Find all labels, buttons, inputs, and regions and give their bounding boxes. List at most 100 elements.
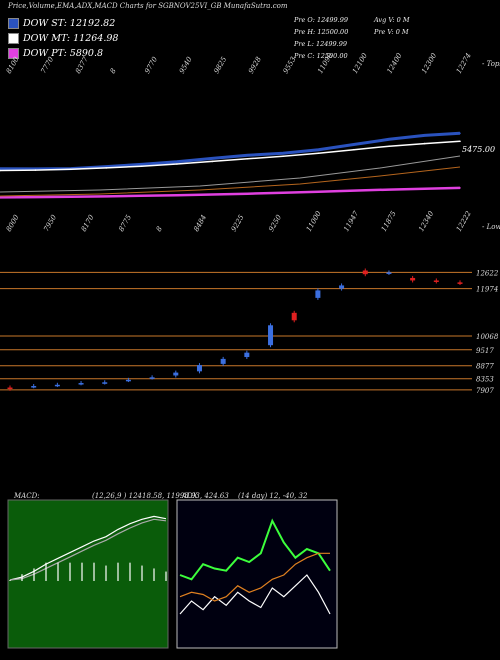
level-label: 10068 [476,333,499,341]
macd-histogram-bar [45,562,47,581]
macd-histogram-bar [9,580,11,581]
ema-point [282,155,284,157]
macd-histogram-bar [165,571,167,581]
ema-point [211,193,214,196]
axis-tick-label: 9250 [267,213,283,233]
candles [7,268,463,391]
axis-tick-label: 8100 [5,55,21,75]
axis-tick-label: 8377 [74,55,90,75]
adx-line-adx [179,574,331,615]
macd-histogram-bar [117,562,119,581]
macd-histogram-bar [81,562,83,581]
macd-histogram-bar [129,562,131,581]
ema-point [176,194,178,196]
candle-body [457,282,463,284]
ema-line-dow-mt [0,140,461,172]
ema-point [105,165,107,168]
macd-histogram-bar [57,562,59,581]
ema-point [353,148,355,151]
candle-body [102,382,108,384]
ema-point [0,168,1,170]
candle-body [244,352,250,358]
price-tag: 5475.00 [462,145,495,154]
legend-dow-mt: DOW MT: 11264.98 [8,33,118,44]
ema-lines [0,131,461,199]
candle-body [268,325,274,346]
candle-body [7,387,13,390]
axis-tick-label: 7770 [39,55,55,75]
axis-tick-label: 11000 [305,209,323,233]
stat-low: Pre L: 12499.99 [294,40,347,48]
ema-point [211,160,214,163]
axis-tick-label: 8775 [117,213,133,233]
ema-point [282,152,284,154]
ema-point [317,152,320,154]
ema-point [0,169,1,172]
ema-line-brown [0,166,461,197]
ema-point [246,192,249,195]
legend-label: DOW ST: 12192.82 [23,18,116,29]
candle-body [31,386,37,388]
ema-point [176,161,178,163]
swatch-magenta [8,48,19,59]
candle-body [125,379,131,382]
level-label: 8353 [476,376,494,384]
swatch-blue [8,18,19,29]
ema-point [246,158,249,160]
stats-left: Pre O: 12499.99 Pre H: 12500.00 Pre L: 1… [294,14,348,62]
adx-label: ADX [182,492,198,500]
axis-tick-label: 9770 [143,55,159,75]
candle-body [220,358,226,364]
ema-point [423,187,426,190]
candle-body [54,384,60,387]
ema-point [388,138,391,141]
ema-point [140,163,143,166]
axis-tick-label: 9540 [178,55,194,75]
legend-label: DOW MT: 11264.98 [23,33,119,44]
ema-point [388,145,391,147]
ema-point [353,189,355,192]
candle-body [196,365,202,372]
candle-body [315,290,321,298]
ema-point [70,196,72,198]
axis-tick-label: 8 [155,225,164,233]
candle-body [78,383,84,385]
ema-point [34,168,37,170]
ema-point [70,168,72,170]
ema-point [246,154,249,157]
ema-point [140,195,143,197]
level-lines: 12622 11974 10068 9517 8877 8353 7907 [0,269,499,395]
macd-histogram-bar [153,568,155,581]
macd-histogram-bar [33,568,35,581]
axis-tick-label: 11090 [316,51,334,75]
ema-point [105,167,107,169]
ema-point [176,163,178,165]
ema-point [423,134,426,137]
axis-tick-label: 12300 [420,51,438,75]
axis-tick-label: 7950 [42,213,58,233]
stat-open: Pre O: 12499.99 [294,16,348,24]
mid-chart-labels: 8000 7950 8170 8775 8 8484 9225 9250 11000 11947 1… [5,209,473,233]
candle-body [173,372,179,376]
stat-pre-vol: Pre V: 0 M [374,28,409,36]
axis-tick-label: 9225 [230,213,246,233]
level-label: 11974 [476,286,498,294]
candle-body [386,272,392,274]
ema-point [353,143,355,146]
axis-tick-label: 9553 [282,55,298,75]
axis-tick-label: 12274 [455,52,473,75]
adx-line-di [179,518,331,581]
stats-right: Avg V: 0 M Pre V: 0 M [374,14,409,38]
ema-line-gray [0,155,461,193]
ema-line-dow-st [0,131,461,171]
adx-params: (14 day) 12, -40, 32 [238,492,308,500]
axis-tick-label: 8 [109,67,118,75]
ema-point [317,148,320,151]
macd-histogram-bar [21,574,23,581]
macd-histogram-bar [141,565,143,581]
ema-point [388,188,391,191]
ema-point [34,196,37,198]
axis-tick-label: 12100 [351,51,369,75]
adx-line-di [179,552,330,602]
